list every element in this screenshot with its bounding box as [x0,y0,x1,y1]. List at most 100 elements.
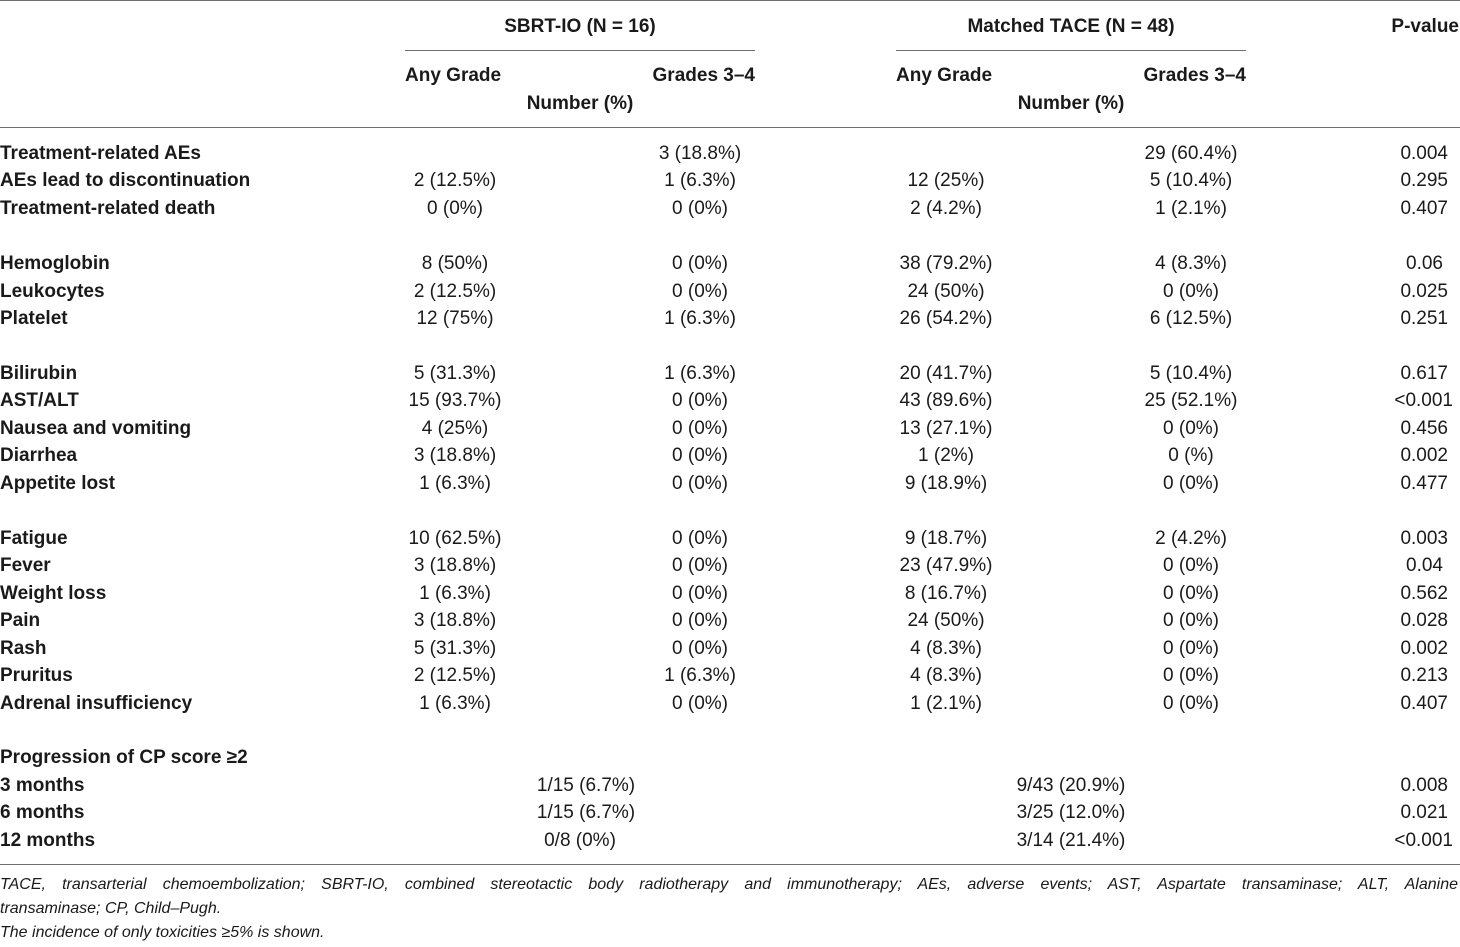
footnote-line-1: TACE, transarterial chemoembolization; S… [0,876,1458,893]
tace-grades34: 6 (12.5%) [1149,308,1233,329]
pvalue: 0.251 [1400,308,1448,329]
sbrt-grades34: 0 (0%) [672,418,728,439]
tace-grades34: 0 (%) [1168,445,1214,466]
tace-cp-value: 9/43 (20.9%) [1016,775,1126,796]
pvalue: 0.213 [1400,665,1448,686]
tace-any-grade: 23 (47.9%) [899,555,993,576]
tace-grades34: 0 (0%) [1163,418,1219,439]
row-label: 3 months [0,775,85,796]
row-label: 6 months [0,802,85,823]
pvalue: 0.008 [1400,775,1448,796]
pvalue: 0.002 [1400,445,1448,466]
row-label: AST/ALT [0,390,79,411]
pvalue: 0.025 [1400,281,1448,302]
tace-grades34: 5 (10.4%) [1149,363,1233,384]
tace-any-grade-header: Any Grade [896,65,993,86]
pvalue: 0.04 [1406,555,1443,576]
tace-any-grade: 4 (8.3%) [910,665,982,686]
row-label: Treatment-related death [0,198,216,219]
tace-any-grade: 26 (54.2%) [899,308,993,329]
tace-any-grade: 2 (4.2%) [910,198,982,219]
top-rule [0,0,1460,1]
tace-grades34: 29 (60.4%) [1144,143,1238,164]
sbrt-grades34: 1 (6.3%) [664,170,736,191]
footnote-line-3: The incidence of only toxicities ≥5% is … [0,924,325,941]
pvalue: 0.003 [1400,528,1448,549]
tace-any-grade: 20 (41.7%) [899,363,993,384]
tace-group-underline [896,50,1246,51]
sbrt-any-grade: 2 (12.5%) [413,665,497,686]
sbrt-grades34: 3 (18.8%) [658,143,742,164]
pvalue: 0.477 [1400,473,1448,494]
row-label: Weight loss [0,583,107,604]
row-label: Fever [0,555,51,576]
tace-grades34: 5 (10.4%) [1149,170,1233,191]
pvalue: <0.001 [1394,830,1453,851]
tace-grades34: 4 (8.3%) [1155,253,1227,274]
sbrt-grades34: 0 (0%) [672,198,728,219]
sbrt-any-grade: 1 (6.3%) [419,473,491,494]
sbrt-group-header: SBRT-IO (N = 16) [504,16,656,37]
tace-any-grade: 1 (2%) [918,445,974,466]
sbrt-grades34: 0 (0%) [672,583,728,604]
sbrt-any-grade: 2 (12.5%) [413,170,497,191]
row-label: Treatment-related AEs [0,143,201,164]
sbrt-cp-value: 1/15 (6.7%) [536,802,636,823]
row-label: Appetite lost [0,473,116,494]
tace-any-grade: 1 (2.1%) [910,693,982,714]
tace-grades34: 25 (52.1%) [1144,390,1238,411]
tace-grades34: 1 (2.1%) [1155,198,1227,219]
sbrt-grades34: 0 (0%) [672,693,728,714]
table-footnote: TACE, transarterial chemoembolization; S… [0,873,1458,945]
sbrt-any-grade-header: Any Grade [405,65,502,86]
sbrt-any-grade: 15 (93.7%) [408,390,502,411]
tace-grades34: 0 (0%) [1163,583,1219,604]
row-label: Rash [0,638,47,659]
pvalue: 0.456 [1400,418,1448,439]
tace-any-grade: 8 (16.7%) [904,583,988,604]
pvalue: 0.004 [1400,143,1448,164]
table-bottom-rule [0,864,1460,865]
sbrt-group-underline [405,50,755,51]
tace-number-pct-header: Number (%) [1017,93,1125,114]
row-label: Pain [0,610,41,631]
sbrt-grades34: 1 (6.3%) [664,363,736,384]
tace-any-grade: 43 (89.6%) [899,390,993,411]
sbrt-any-grade: 3 (18.8%) [413,555,497,576]
row-label: Hemoglobin [0,253,110,274]
tace-any-grade: 9 (18.9%) [904,473,988,494]
pvalue: 0.407 [1400,198,1448,219]
tace-grades34: 0 (0%) [1163,665,1219,686]
sbrt-number-pct-header: Number (%) [526,93,634,114]
pvalue: 0.562 [1400,583,1448,604]
sbrt-grades34: 0 (0%) [672,473,728,494]
tace-any-grade: 13 (27.1%) [899,418,993,439]
row-label: Platelet [0,308,68,329]
tace-grades34-header: Grades 3–4 [1143,65,1246,86]
pvalue: 0.028 [1400,610,1448,631]
pvalue: 0.617 [1400,363,1448,384]
tace-grades34: 0 (0%) [1163,638,1219,659]
row-label: Fatigue [0,528,68,549]
sbrt-grades34: 0 (0%) [672,610,728,631]
sbrt-grades34: 0 (0%) [672,638,728,659]
tace-any-grade: 24 (50%) [907,610,985,631]
sbrt-cp-value: 1/15 (6.7%) [536,775,636,796]
row-label: Adrenal insufficiency [0,693,193,714]
pvalue-header: P-value [1391,16,1459,37]
sbrt-grades34: 0 (0%) [672,390,728,411]
sbrt-any-grade: 2 (12.5%) [413,281,497,302]
sbrt-grades34: 0 (0%) [672,445,728,466]
pvalue: 0.021 [1400,802,1448,823]
tace-group-header: Matched TACE (N = 48) [967,16,1175,37]
sbrt-any-grade: 10 (62.5%) [408,528,502,549]
row-label: AEs lead to discontinuation [0,170,251,191]
pvalue: 0.06 [1406,253,1443,274]
sbrt-grades34: 1 (6.3%) [664,308,736,329]
sbrt-grades34: 0 (0%) [672,555,728,576]
row-label: Leukocytes [0,281,105,302]
sbrt-grades34: 1 (6.3%) [664,665,736,686]
cp-section-title: Progression of CP score ≥2 [0,747,248,768]
sbrt-grades34: 0 (0%) [672,528,728,549]
